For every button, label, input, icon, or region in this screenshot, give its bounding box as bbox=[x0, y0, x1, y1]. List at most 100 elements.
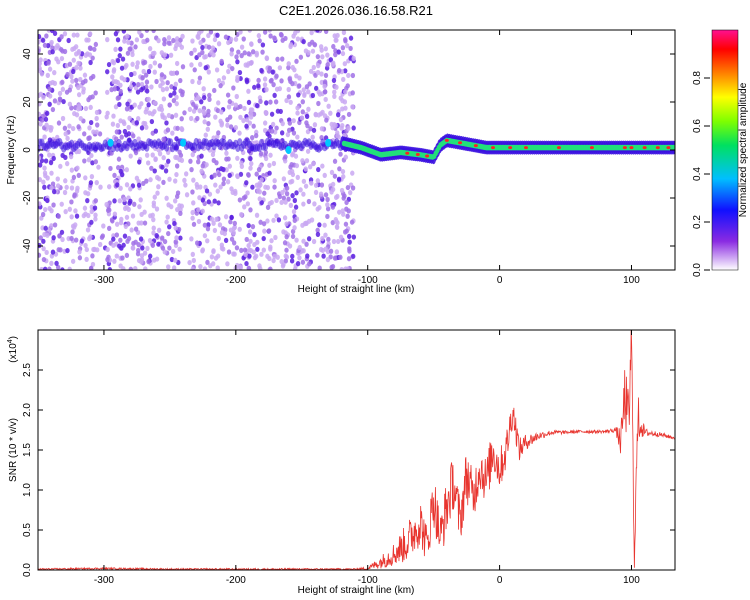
spectrogram-speckle bbox=[41, 238, 46, 244]
spectrogram-core-cell bbox=[167, 138, 174, 147]
spectrogram-speckle bbox=[132, 102, 137, 108]
spectrogram-x-label: Height of straight line (km) bbox=[298, 284, 415, 295]
spectrogram-speckle bbox=[245, 190, 250, 196]
spectrogram-speckle bbox=[164, 219, 169, 225]
spectrogram-speckle bbox=[228, 219, 233, 225]
spectrogram-speckle bbox=[344, 228, 349, 234]
spectrogram-speckle bbox=[322, 113, 328, 119]
spectrogram-speckle bbox=[107, 266, 113, 270]
spectrogram-speckle bbox=[154, 206, 160, 212]
spectrogram-speckle bbox=[57, 233, 62, 239]
spectrogram-speckle bbox=[75, 165, 80, 171]
spectrogram-speckle bbox=[265, 204, 271, 210]
spectrogram-speckle bbox=[319, 79, 325, 85]
spectrogram-speckle bbox=[277, 86, 283, 92]
spectrogram-speckle bbox=[140, 245, 145, 251]
spectrogram-core-cell bbox=[38, 144, 41, 153]
spectrogram-speckle bbox=[337, 209, 342, 215]
spectrogram-speckle bbox=[60, 115, 66, 122]
spectrogram-speckle bbox=[91, 129, 96, 135]
spectrogram-peak-cell bbox=[523, 146, 528, 150]
spectrogram-speckle bbox=[38, 252, 42, 258]
spectrogram-speckle bbox=[288, 99, 293, 105]
spectrogram-speckle bbox=[128, 84, 134, 90]
spectrogram-speckle bbox=[152, 168, 157, 174]
spectrogram-speckle bbox=[125, 33, 130, 39]
spectrogram-speckle bbox=[89, 208, 94, 215]
spectrogram-speckle bbox=[248, 114, 254, 120]
spectrogram-speckle bbox=[273, 234, 278, 241]
spectrogram-speckle bbox=[78, 65, 83, 71]
spectrogram-speckle bbox=[284, 97, 289, 104]
spectrogram-speckle bbox=[244, 180, 249, 186]
spectrogram-speckle bbox=[246, 61, 251, 67]
snr-multiplier-close: ) bbox=[8, 336, 19, 339]
spectrogram-speckle bbox=[299, 115, 305, 121]
spectrogram-speckle bbox=[144, 30, 150, 33]
spectrogram-speckle bbox=[162, 238, 168, 245]
spectrogram-speckle bbox=[293, 153, 299, 159]
spectrogram-speckle bbox=[112, 211, 118, 217]
spectrogram-speckle bbox=[328, 248, 334, 254]
spectrogram-speckle bbox=[270, 121, 276, 128]
spectrogram-speckle bbox=[45, 232, 50, 238]
spectrogram-speckle bbox=[293, 204, 299, 210]
spectrogram-speckle bbox=[122, 38, 127, 44]
spectrogram-speckle bbox=[223, 34, 229, 40]
spectrogram-speckle bbox=[92, 46, 97, 52]
spectrogram-speckle bbox=[177, 149, 182, 155]
spectrogram-speckle bbox=[205, 238, 210, 244]
spectrogram-speckle bbox=[212, 87, 217, 94]
spectrogram-speckle bbox=[125, 101, 130, 107]
spectrogram-speckle bbox=[161, 136, 166, 142]
spectrogram-speckle bbox=[118, 220, 124, 226]
spectrogram-speckle bbox=[125, 50, 131, 56]
spectrogram-speckle bbox=[334, 224, 340, 231]
spectrogram-speckle bbox=[68, 154, 74, 160]
spectrogram-speckle bbox=[258, 219, 263, 225]
spectrogram-speckle bbox=[336, 67, 342, 74]
spectrogram-speckle bbox=[105, 257, 110, 263]
spectrogram-speckle bbox=[145, 160, 151, 166]
spectrogram-speckle bbox=[274, 213, 279, 219]
spectrogram-speckle bbox=[350, 185, 356, 191]
colorbar-label: Normalized spectral amplitude bbox=[738, 82, 749, 217]
spectrogram-speckle bbox=[244, 260, 249, 267]
spectrogram-speckle bbox=[295, 30, 301, 34]
spectrogram-speckle bbox=[268, 33, 273, 39]
spectrogram-speckle bbox=[241, 117, 246, 124]
spectrogram-speckle bbox=[311, 127, 317, 133]
spectrogram-speckle bbox=[238, 264, 243, 270]
spectrogram-speckle bbox=[55, 43, 60, 49]
spectrogram-speckle bbox=[294, 73, 299, 79]
spectrogram-speckle bbox=[218, 184, 223, 190]
spectrogram-speckle bbox=[351, 55, 356, 62]
spectrogram-speckle bbox=[295, 134, 300, 140]
spectrogram-speckle bbox=[137, 204, 142, 210]
spectrogram-speckle bbox=[325, 196, 330, 203]
spectrogram-speckle bbox=[197, 75, 203, 81]
spectrogram-speckle bbox=[284, 234, 289, 240]
spectrogram-speckle bbox=[261, 247, 267, 253]
spectrogram-speckle bbox=[229, 47, 235, 53]
spectrogram-speckle bbox=[338, 95, 343, 101]
spectrogram-speckle bbox=[254, 212, 260, 218]
spectrogram-speckle bbox=[316, 100, 321, 107]
spectrogram-speckle bbox=[124, 252, 130, 258]
spectrogram-speckle bbox=[171, 265, 177, 270]
spectrogram-speckle bbox=[157, 106, 162, 112]
spectrogram-peak-cell bbox=[629, 146, 634, 150]
spectrogram-speckle bbox=[195, 115, 200, 122]
spectrogram-speckle bbox=[246, 51, 251, 57]
spectrogram-speckle bbox=[348, 45, 353, 52]
spectrogram-speckle bbox=[317, 222, 322, 228]
spectrogram-speckle bbox=[207, 191, 213, 197]
spectrogram-speckle bbox=[139, 125, 145, 131]
spectrogram-speckle bbox=[341, 30, 347, 36]
spectrogram-speckle bbox=[291, 209, 297, 215]
spectrogram-speckle bbox=[246, 242, 251, 249]
spectrogram-speckle bbox=[313, 189, 319, 195]
spectrogram-speckle bbox=[106, 225, 112, 231]
spectrogram-blob bbox=[107, 138, 114, 147]
spectrogram-speckle bbox=[169, 204, 174, 210]
